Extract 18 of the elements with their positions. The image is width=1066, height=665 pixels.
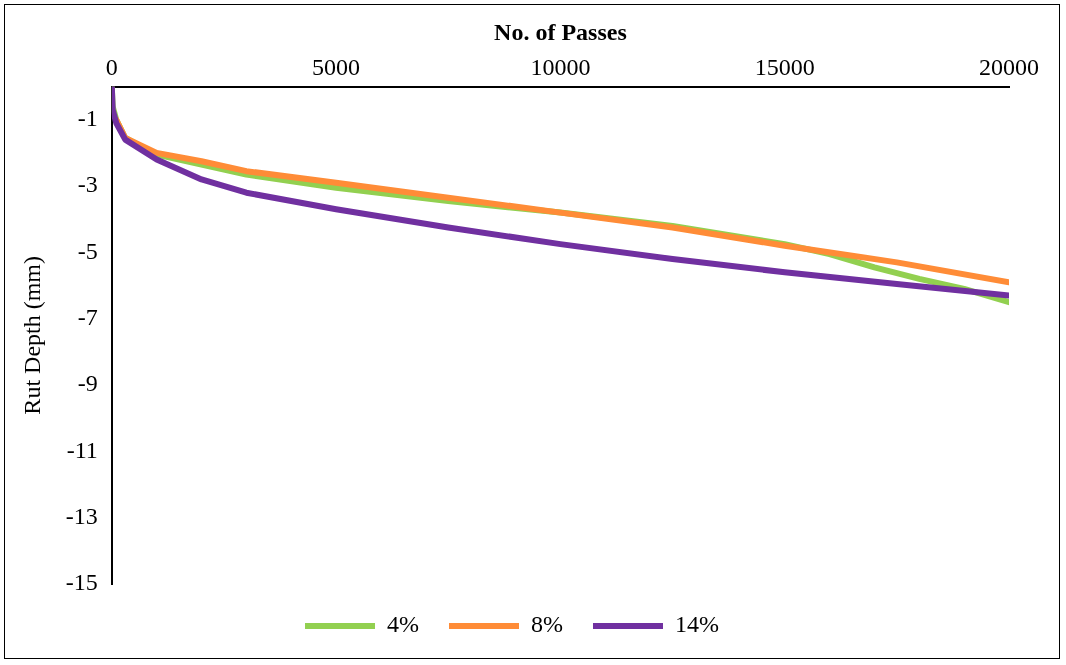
y-tick-label: -9: [77, 370, 98, 397]
x-tick-label: 5000: [312, 54, 361, 81]
y-tick-label: -15: [65, 569, 98, 596]
x-tick-label: 20000: [979, 54, 1039, 81]
x-tick-label: 0: [105, 54, 118, 81]
y-tick-label: -13: [65, 502, 98, 529]
y-tick-label: -11: [66, 436, 98, 463]
y-tick-label: -5: [77, 237, 98, 264]
x-tick-label: 10000: [530, 54, 591, 81]
legend-label: 8%: [531, 611, 563, 638]
y-tick-label: -7: [77, 304, 98, 331]
y-tick-label: -1: [77, 105, 98, 132]
legend-label: 14%: [675, 611, 719, 638]
x-axis-title: No. of Passes: [494, 18, 627, 45]
x-tick-label: 15000: [754, 54, 815, 81]
y-tick-label: -3: [77, 171, 98, 198]
legend-label: 4%: [387, 611, 420, 638]
y-axis-title: Rut Depth (mm): [18, 255, 45, 415]
